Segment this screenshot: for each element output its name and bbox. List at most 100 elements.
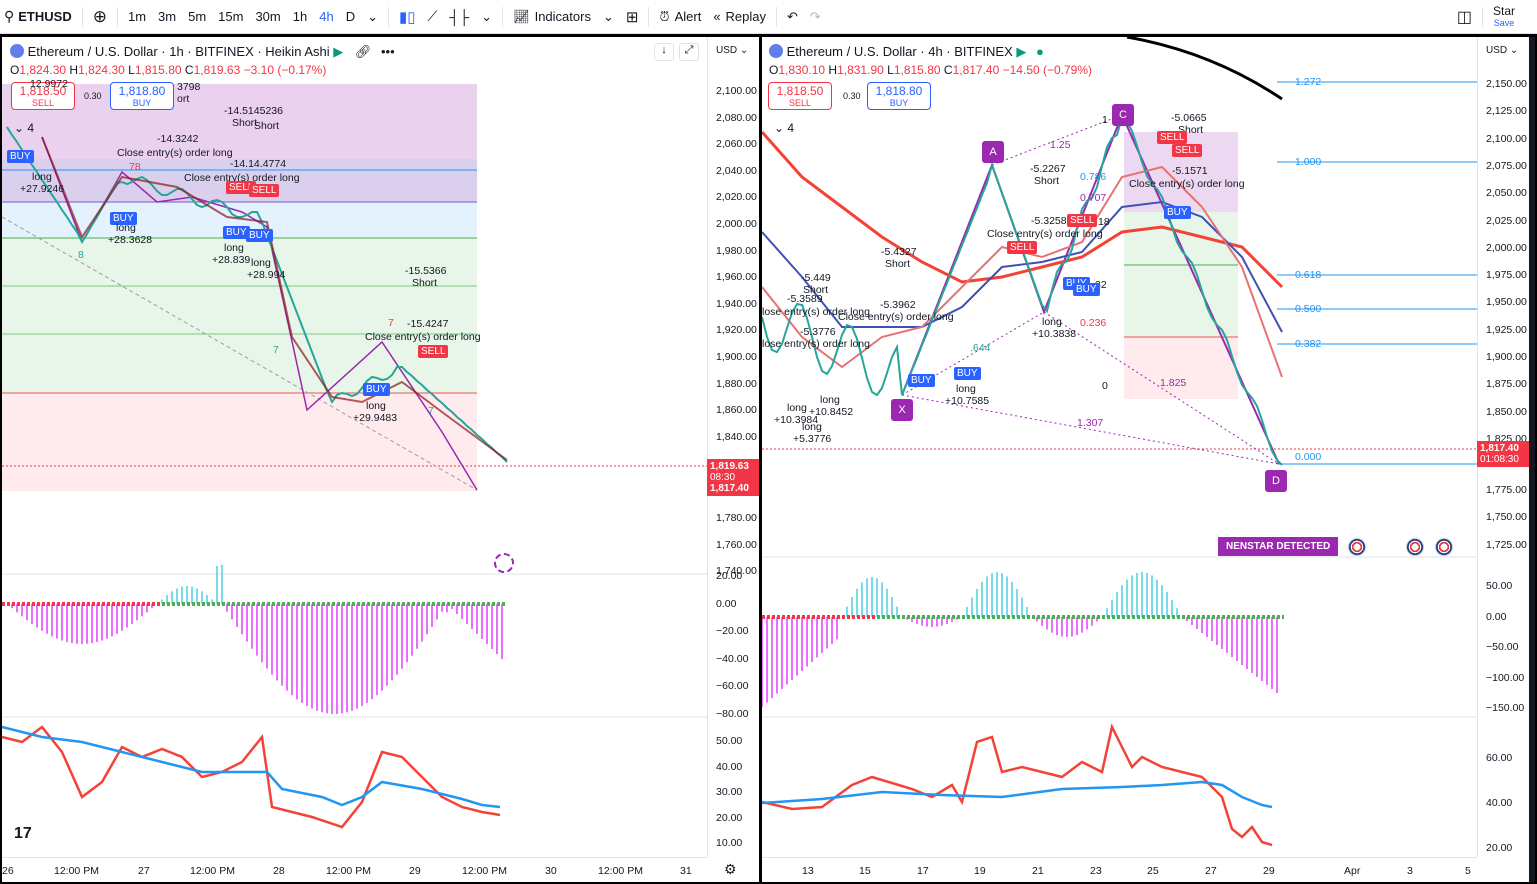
right-chart-panel[interactable]: Ethereum / U.S. Dollar · 4h · BITFINEX ▶… [762, 37, 1535, 882]
replay-button[interactable]: « Replay [713, 9, 767, 24]
trade-label: -5.3589 [787, 293, 823, 305]
ratio-label: 1.25 [1050, 139, 1071, 151]
left-chart-panel[interactable]: Ethereum / U.S. Dollar · 1h · BITFINEX ·… [2, 37, 759, 882]
currency-selector[interactable]: USD ⌄ [716, 45, 749, 56]
osc-axis-label: −20.00 [716, 625, 749, 638]
left-time-axis[interactable]: 26 12:00 PM 27 12:00 PM 28 12:00 PM 29 12:00 PM… [2, 857, 707, 882]
trade-label: Short [1034, 175, 1060, 187]
trade-label: 78 [129, 161, 141, 173]
settings-button[interactable]: ⚙ [724, 861, 737, 877]
timeframe-3m[interactable]: 3m [158, 9, 177, 24]
right-buy-button[interactable]: 1,818.80 BUY [867, 82, 931, 110]
timeframe-15m[interactable]: 15m [218, 9, 244, 24]
timeframe-30m[interactable]: 30m [255, 9, 281, 24]
trade-label: long [251, 257, 271, 269]
redo-button[interactable]: ↷ [804, 0, 827, 34]
price-axis-label: 1,750.00 [1486, 511, 1527, 524]
osc-axis-label: 0.00 [1486, 610, 1507, 623]
price-axis-label: 1,860.00 [716, 404, 757, 417]
nenstar-icon[interactable] [494, 553, 514, 573]
rsi-axis-label: 20.00 [716, 811, 743, 824]
line-chart-type-button[interactable]: ⟋ [422, 0, 444, 34]
time-axis-label: 23 [1090, 865, 1102, 877]
left-counter[interactable]: ⌄ 4 [14, 121, 35, 135]
indicators-dropdown[interactable]: ⌄ [597, 0, 620, 34]
indicators-icon: 📈︎ [513, 8, 530, 24]
price-axis-label: 1,920.00 [716, 324, 757, 337]
layout-toggle-button[interactable]: ◫ [1451, 0, 1478, 34]
left-price-axis[interactable]: USD ⌄ 2,100.00 2,080.00 2,060.00 2,040.00 2,… [707, 37, 759, 857]
buy-signal: BUY [110, 212, 137, 225]
fib-level: 1.272 [1295, 76, 1322, 88]
price-axis-label: 1,900.00 [716, 351, 757, 363]
sell-signal: SELL [418, 345, 449, 358]
trade-label: long [956, 383, 976, 395]
trade-label: -15.5366 [405, 265, 447, 277]
trade-label: -5.449 [801, 272, 831, 284]
trade-label: -5.3962 [880, 299, 916, 311]
save-button[interactable]: Star Save [1492, 3, 1515, 28]
price-axis-label: 2,060.00 [716, 138, 757, 151]
trade-label: lose entry(s) order long [762, 338, 870, 350]
timeframe-dropdown[interactable]: ⌄ [361, 0, 384, 34]
trade-label: +5.3776 [793, 433, 832, 445]
timeframe-1m[interactable]: 1m [127, 9, 147, 24]
sell-signal: SELL [249, 184, 280, 197]
ethereum-logo-icon [769, 44, 783, 58]
osc-axis-label: −40.00 [716, 652, 749, 665]
trade-label: +28.839 [212, 254, 251, 266]
left-sell-button[interactable]: 1,818.50 SELL [11, 82, 75, 110]
buy-signal: BUY [7, 150, 34, 163]
rsi-axis-label: 60.00 [1486, 752, 1513, 764]
time-axis-label: 25 [1147, 865, 1159, 877]
right-chart-canvas[interactable] [762, 37, 1477, 857]
bars-chart-type-button[interactable]: ┤├ [443, 0, 475, 34]
layouts-button[interactable]: ⊞ [620, 0, 645, 34]
compare-button[interactable]: ⊕ [87, 0, 113, 34]
price-axis-label: 1,740.00 [716, 565, 757, 578]
scroll-down-button[interactable]: ↓ [654, 43, 674, 61]
left-buy-button[interactable]: 1,818.80 BUY [110, 82, 174, 110]
us-flag-icon[interactable] [1348, 538, 1366, 556]
timeframe-d[interactable]: D [345, 9, 356, 24]
price-axis-label: 1,780.00 [716, 512, 757, 524]
us-flag-icon[interactable] [1406, 538, 1424, 556]
right-sell-button[interactable]: 1,818.50 SELL [768, 82, 832, 110]
trade-label: -5.3258 [1031, 215, 1067, 227]
axis-scrollbar[interactable] [1529, 37, 1535, 882]
price-axis-label: 2,000.00 [1486, 241, 1527, 254]
price-axis-label: 2,020.00 [716, 191, 757, 204]
link-icon[interactable]: 🔗︎ [354, 44, 372, 59]
alert-button[interactable]: ⏰︎ Alert [659, 8, 702, 25]
time-axis-label: 19 [974, 865, 986, 877]
trade-label: long [820, 394, 840, 406]
buy-signal: BUY [1073, 283, 1100, 296]
symbol-search[interactable]: ⚲ ETHUSD [4, 8, 72, 24]
fullscreen-button[interactable]: ⤢ [679, 43, 699, 61]
osc-axis-label: 50.00 [1486, 580, 1513, 592]
time-axis-label: 12:00 PM [598, 865, 643, 877]
undo-button[interactable]: ↶ [781, 0, 804, 34]
timeframe-5m[interactable]: 5m [188, 9, 207, 24]
more-icon[interactable]: ••• [381, 44, 395, 59]
candles-chart-type-button[interactable]: ▮▯ [393, 0, 422, 34]
indicators-button[interactable]: 📈︎ Indicators [513, 8, 591, 25]
currency-selector[interactable]: USD ⌄ [1486, 45, 1519, 56]
buy-signal: BUY [246, 229, 273, 242]
timeframe-4h[interactable]: 4h [319, 9, 334, 24]
timeframe-1h[interactable]: 1h [292, 9, 308, 24]
chart-type-dropdown[interactable]: ⌄ [475, 0, 498, 34]
trade-label: long [802, 421, 822, 433]
left-chart-canvas[interactable] [2, 37, 707, 857]
ratio-label: .644 [970, 342, 991, 354]
left-spread: 0.30 [84, 91, 102, 101]
price-axis-label: 1,875.00 [1486, 378, 1527, 391]
time-axis-label: 27 [1205, 865, 1217, 877]
right-time-axis[interactable]: 13 15 17 19 21 23 25 27 29 Apr 3 5 [762, 857, 1477, 882]
buy-signal: BUY [223, 226, 250, 239]
time-axis-label: 27 [138, 865, 150, 877]
nenstar-detected-banner[interactable]: NENSTAR DETECTED [1218, 537, 1339, 556]
ratio-label: 18 [1098, 216, 1110, 228]
us-flag-icon[interactable] [1435, 538, 1453, 556]
right-counter[interactable]: ⌄ 4 [774, 121, 795, 135]
